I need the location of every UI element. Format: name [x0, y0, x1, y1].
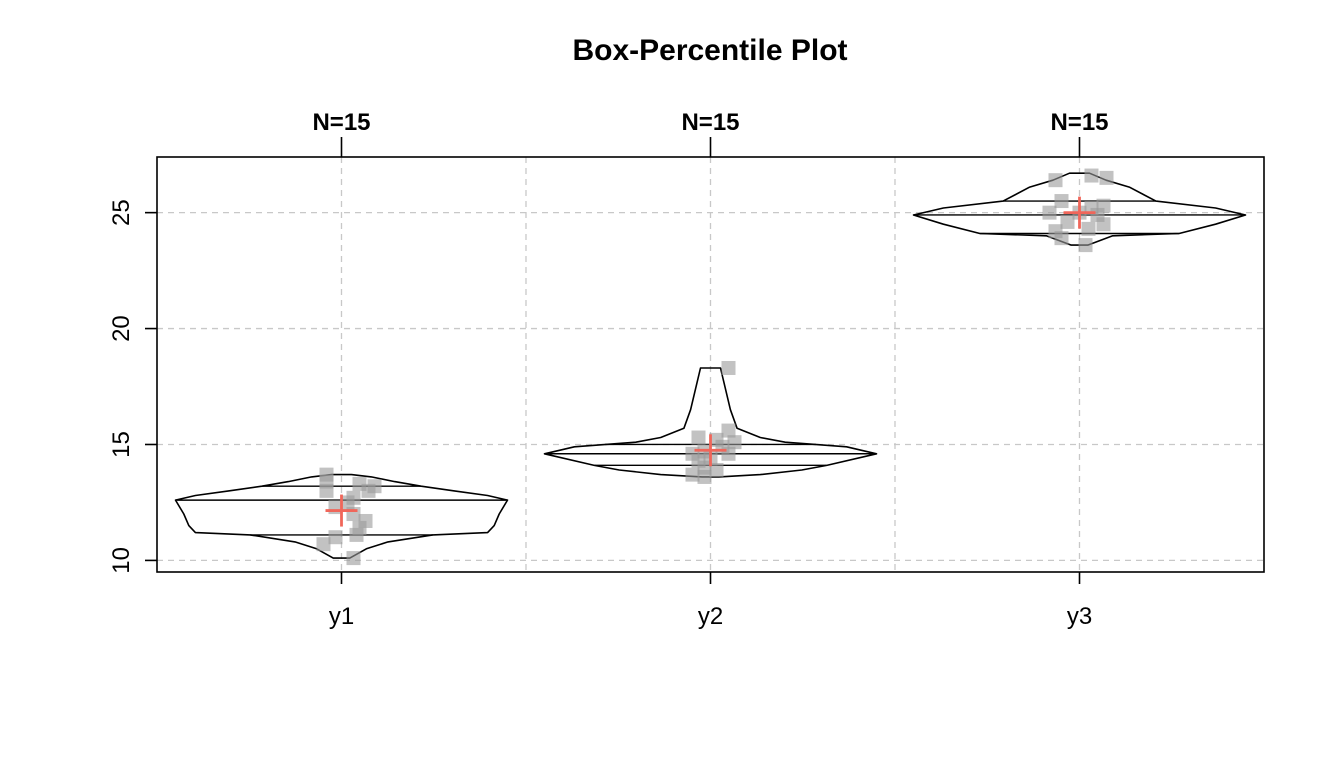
x-tick-label-y3: y3	[1067, 603, 1092, 630]
data-point	[316, 537, 331, 552]
data-point	[691, 430, 706, 445]
data-point	[1084, 168, 1099, 183]
data-point	[727, 435, 742, 450]
data-point	[1081, 221, 1096, 236]
n-label-y1: N=15	[312, 109, 370, 136]
data-point	[721, 423, 736, 438]
data-point	[1099, 170, 1114, 185]
data-point	[1096, 217, 1111, 232]
data-point	[697, 469, 712, 484]
chart-title: Box-Percentile Plot	[572, 34, 847, 67]
data-point	[1054, 231, 1069, 246]
y-tick-label: 10	[108, 547, 135, 574]
y-tick-label: 25	[108, 199, 135, 226]
data-point	[721, 446, 736, 461]
data-point	[685, 467, 700, 482]
data-point	[709, 462, 724, 477]
data-point	[721, 360, 736, 375]
data-point	[328, 530, 343, 545]
data-point	[1042, 205, 1057, 220]
data-point	[1060, 214, 1075, 229]
y-tick-label: 20	[108, 315, 135, 342]
plot-layer	[174, 168, 1247, 566]
y-tick-label: 15	[108, 431, 135, 458]
group-y2	[543, 360, 878, 484]
data-point	[1054, 194, 1069, 209]
data-point	[346, 507, 361, 522]
group-y1	[174, 467, 509, 566]
group-y3	[912, 168, 1247, 253]
data-point	[367, 479, 382, 494]
n-label-y3: N=15	[1050, 109, 1108, 136]
data-point	[346, 551, 361, 566]
data-point	[319, 483, 334, 498]
data-point	[349, 527, 364, 542]
n-label-y2: N=15	[681, 109, 739, 136]
x-tick-label-y1: y1	[329, 603, 354, 630]
percentile-outline-y3	[912, 172, 1247, 246]
data-point	[340, 495, 355, 510]
data-point	[1048, 173, 1063, 188]
percentile-outline-y2	[543, 367, 878, 478]
x-tick-label-y2: y2	[698, 603, 723, 630]
data-point	[1078, 238, 1093, 253]
axis-layer: 10 15 20 25 N=15 y1 N=15 y2 N=15 y3	[108, 109, 1109, 630]
